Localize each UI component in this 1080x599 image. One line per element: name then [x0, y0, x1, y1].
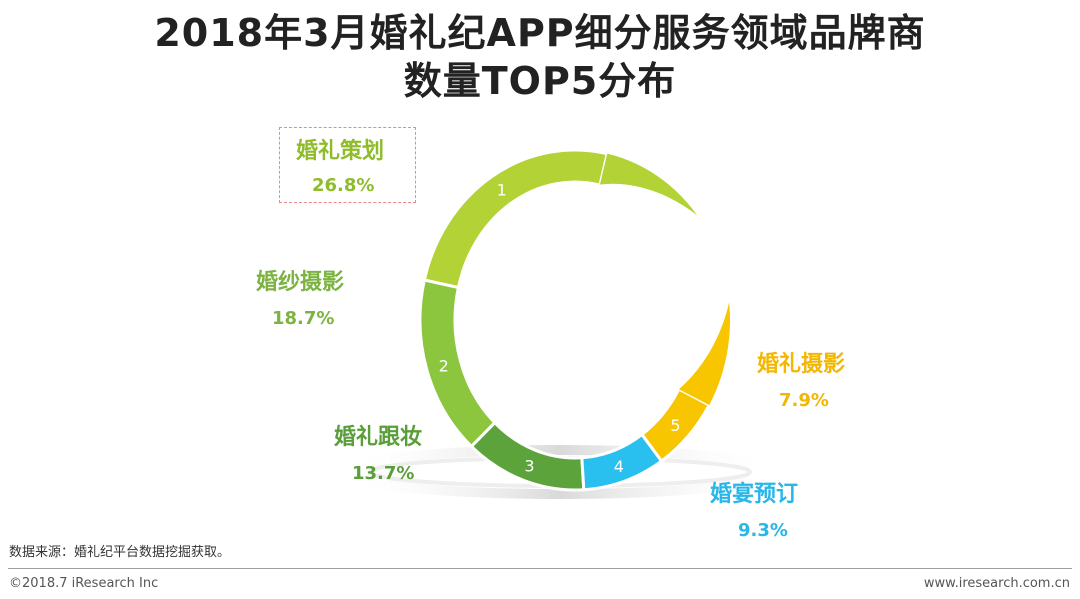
slice-label-4: 婚宴预订 9.3%: [710, 476, 798, 541]
slice-value-label: 18.7%: [272, 308, 335, 329]
chart-title-line-1: 2018年3月婚礼纪APP细分服务领域品牌商: [154, 11, 926, 55]
slice-label-3: 婚礼跟妆 13.7%: [334, 419, 422, 484]
slice-name-label: 婚纱摄影: [256, 270, 345, 295]
website-link[interactable]: www.iresearch.com.cn: [923, 576, 1070, 591]
slice-label-5: 婚礼摄影 7.9%: [757, 346, 845, 411]
ring-slice-1: [422, 148, 610, 290]
slice-value-label: 7.9%: [779, 390, 829, 411]
slice-name-label: 婚宴预订: [710, 482, 799, 507]
highlight-dashed-box: [279, 127, 416, 203]
slice-value-label: 26.8%: [312, 175, 375, 196]
footer-divider: [8, 568, 1072, 569]
slice-label-2: 婚纱摄影 18.7%: [256, 264, 344, 329]
slice-name-label: 婚礼跟妆: [334, 425, 423, 450]
copyright-text: ©2018.7 iResearch Inc: [9, 576, 159, 591]
ring-slice-rank-1: 1: [497, 181, 507, 200]
ring-slice-rank-3: 3: [524, 456, 534, 475]
data-source-note: 数据来源：婚礼纪平台数据挖掘获取。: [9, 545, 231, 560]
ring-slice-2: [418, 278, 497, 449]
chart-title-line-2: 数量TOP5分布: [403, 59, 677, 103]
ring-tail-right: [678, 302, 730, 405]
slice-value-label: 13.7%: [352, 463, 415, 484]
ring-slice-rank-2: 2: [439, 357, 449, 376]
slice-value-label: 9.3%: [738, 520, 788, 541]
ring-slice-rank-5: 5: [670, 416, 680, 435]
slice-name-label: 婚礼策划: [296, 139, 385, 164]
slice-label-1: 婚礼策划 26.8%: [296, 133, 384, 196]
slice-name-label: 婚礼摄影: [757, 352, 846, 377]
ring-tail-top: [599, 153, 698, 216]
ring-slice-rank-4: 4: [614, 457, 624, 476]
